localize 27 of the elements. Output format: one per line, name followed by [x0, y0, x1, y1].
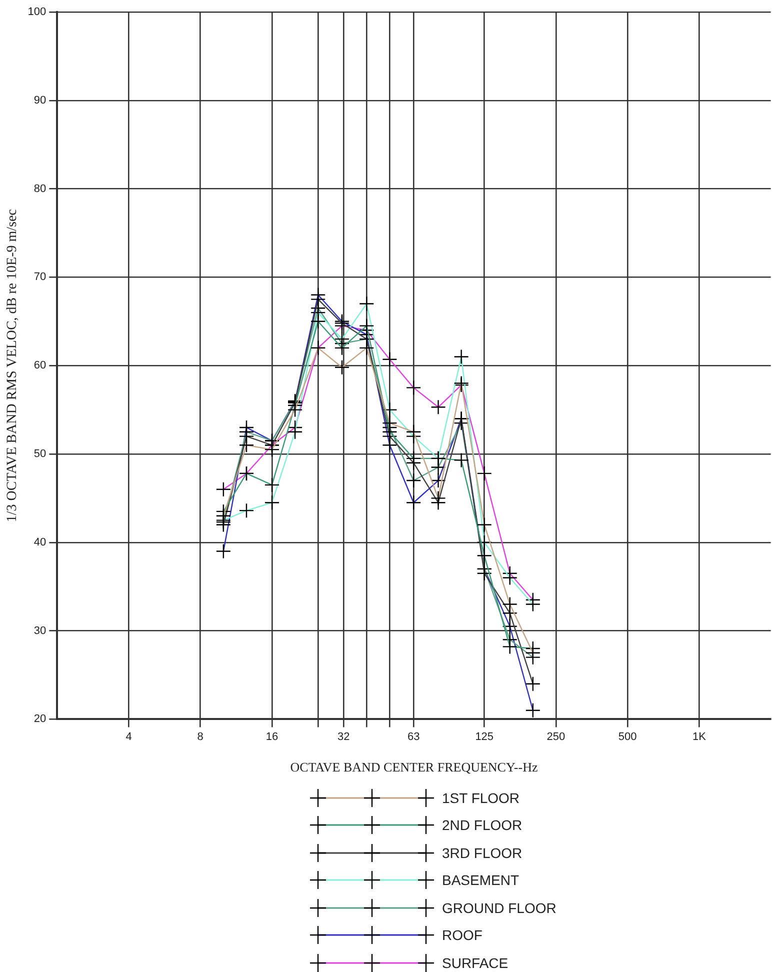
legend-label: 3RD FLOOR [442, 844, 522, 861]
x-tick-label: 32 [337, 730, 350, 743]
legend-label: 1ST FLOOR [442, 790, 520, 806]
x-tick-label: 250 [546, 730, 566, 743]
y-tick-label: 100 [28, 6, 46, 18]
y-tick-label: 90 [34, 94, 46, 106]
x-tick-label: 500 [618, 730, 637, 743]
legend-label: GROUND FLOOR [442, 900, 556, 916]
legend-label: ROOF [442, 927, 482, 944]
x-tick-label: 4 [126, 730, 132, 743]
y-tick-label: 40 [34, 536, 46, 548]
legend-label: 2ND FLOOR [442, 817, 522, 834]
legend-label: BASEMENT [442, 872, 520, 888]
x-axis-title: OCTAVE BAND CENTER FREQUENCY--Hz [290, 760, 538, 775]
x-tick-label: 125 [475, 730, 494, 743]
y-tick-label: 80 [34, 182, 46, 195]
x-tick-label: 63 [407, 730, 420, 743]
y-tick-label: 50 [34, 448, 46, 460]
x-tick-label: 1K [692, 730, 707, 743]
y-tick-label: 60 [34, 360, 46, 372]
y-tick-label: 20 [34, 713, 46, 726]
legend-label: SURFACE [442, 954, 508, 971]
y-tick-label: 30 [34, 624, 46, 637]
y-axis-title: 1/3 OCTAVE BAND RMS VELOC, dB re 10E-9 m/sec [5, 209, 20, 522]
x-tick-label: 8 [197, 730, 204, 743]
x-tick-label: 16 [266, 730, 278, 743]
y-tick-label: 70 [34, 271, 46, 284]
